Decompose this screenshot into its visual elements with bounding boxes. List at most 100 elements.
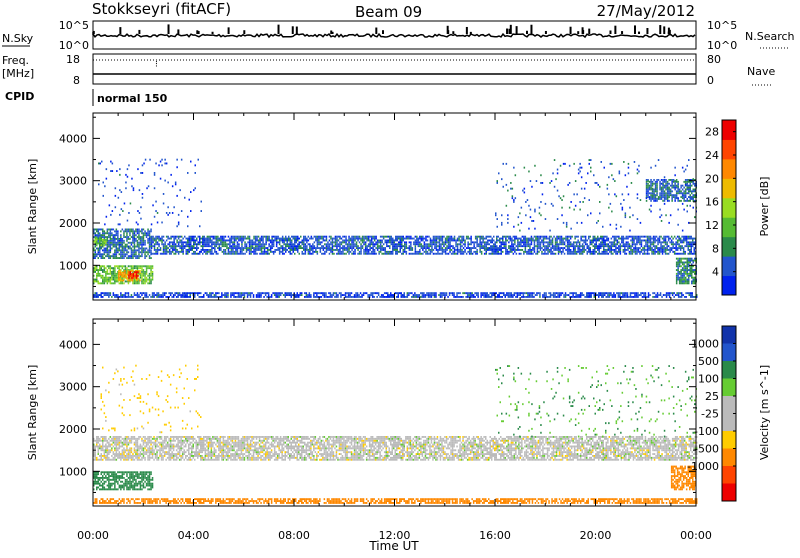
data-cell: [139, 272, 141, 274]
data-cell: [110, 170, 112, 172]
data-cell: [362, 247, 364, 249]
data-cell: [101, 294, 103, 296]
data-cell: [612, 253, 614, 255]
data-cell: [452, 238, 454, 240]
data-cell: [455, 240, 457, 242]
data-cell: [542, 296, 544, 298]
data-cell: [479, 241, 481, 243]
data-cell: [552, 238, 554, 240]
data-cell: [149, 281, 151, 283]
data-cell: [110, 246, 112, 248]
data-cell: [676, 292, 678, 294]
data-cell: [537, 251, 539, 253]
data-cell: [481, 238, 483, 240]
data-cell: [394, 247, 396, 249]
data-cell: [691, 247, 693, 249]
data-cell: [459, 292, 461, 294]
data-cell: [297, 294, 299, 296]
data-cell: [594, 245, 596, 247]
data-cell: [694, 251, 696, 253]
data-cell: [504, 247, 506, 249]
data-cell: [425, 253, 427, 255]
data-cell: [585, 240, 587, 242]
data-cell: [110, 242, 112, 244]
data-cell: [481, 253, 483, 255]
data-cell: [228, 243, 230, 245]
data-cell: [117, 238, 119, 240]
data-cell: [632, 238, 634, 240]
data-cell: [321, 241, 323, 243]
data-cell: [428, 245, 430, 247]
data-cell: [617, 253, 619, 255]
data-cell: [659, 196, 661, 198]
data-cell: [140, 206, 142, 208]
data-cell: [262, 240, 264, 242]
data-cell: [519, 253, 521, 255]
data-cell: [279, 240, 281, 242]
data-cell: [657, 296, 659, 298]
data-cell: [415, 240, 417, 242]
data-cell: [144, 242, 146, 244]
data-cell: [111, 277, 113, 279]
data-cell: [381, 241, 383, 243]
data-cell: [430, 249, 432, 251]
data-cell: [267, 249, 269, 251]
data-cell: [220, 249, 222, 251]
data-cell: [637, 294, 639, 296]
data-cell: [222, 251, 224, 253]
data-cell: [146, 255, 148, 257]
data-cell: [237, 236, 239, 238]
data-cell: [288, 236, 290, 238]
data-cell: [472, 247, 474, 249]
data-cell: [397, 253, 399, 255]
data-cell: [99, 269, 101, 271]
data-cell: [464, 240, 466, 242]
data-cell: [486, 251, 488, 253]
data-cell: [305, 251, 307, 253]
data-cell: [149, 248, 151, 250]
data-cell: [309, 292, 311, 294]
data-cell: [129, 296, 131, 298]
data-cell: [562, 238, 564, 240]
data-cell: [134, 255, 136, 257]
data-cell: [687, 271, 689, 273]
data-cell: [126, 251, 128, 253]
data-cell: [534, 236, 536, 238]
data-cell: [125, 246, 127, 248]
data-cell: [693, 194, 695, 196]
data-cell: [671, 179, 673, 181]
data-cell: [570, 251, 572, 253]
data-cell: [101, 265, 103, 267]
data-cell: [687, 258, 689, 260]
data-cell: [562, 251, 564, 253]
data-cell: [490, 241, 492, 243]
data-cell: [357, 245, 359, 247]
data-cell: [389, 238, 391, 240]
data-cell: [467, 296, 469, 298]
data-cell: [101, 267, 103, 269]
data-cell: [491, 292, 493, 294]
data-cell: [104, 241, 106, 243]
data-cell: [461, 249, 463, 251]
data-cell: [214, 296, 216, 298]
data-cell: [615, 240, 617, 242]
data-cell: [644, 251, 646, 253]
data-cell: [615, 251, 617, 253]
data-cell: [209, 292, 211, 294]
data-cell: [204, 245, 206, 247]
data-cell: [257, 292, 259, 294]
data-cell: [693, 190, 695, 192]
data-cell: [237, 249, 239, 251]
data-cell: [271, 236, 273, 238]
data-cell: [288, 251, 290, 253]
data-cell: [298, 296, 300, 298]
data-cell: [368, 236, 370, 238]
data-cell: [111, 271, 113, 273]
data-cell: [108, 244, 110, 246]
data-cell: [215, 296, 217, 298]
data-cell: [357, 292, 359, 294]
data-cell: [517, 296, 519, 298]
data-cell: [440, 238, 442, 240]
